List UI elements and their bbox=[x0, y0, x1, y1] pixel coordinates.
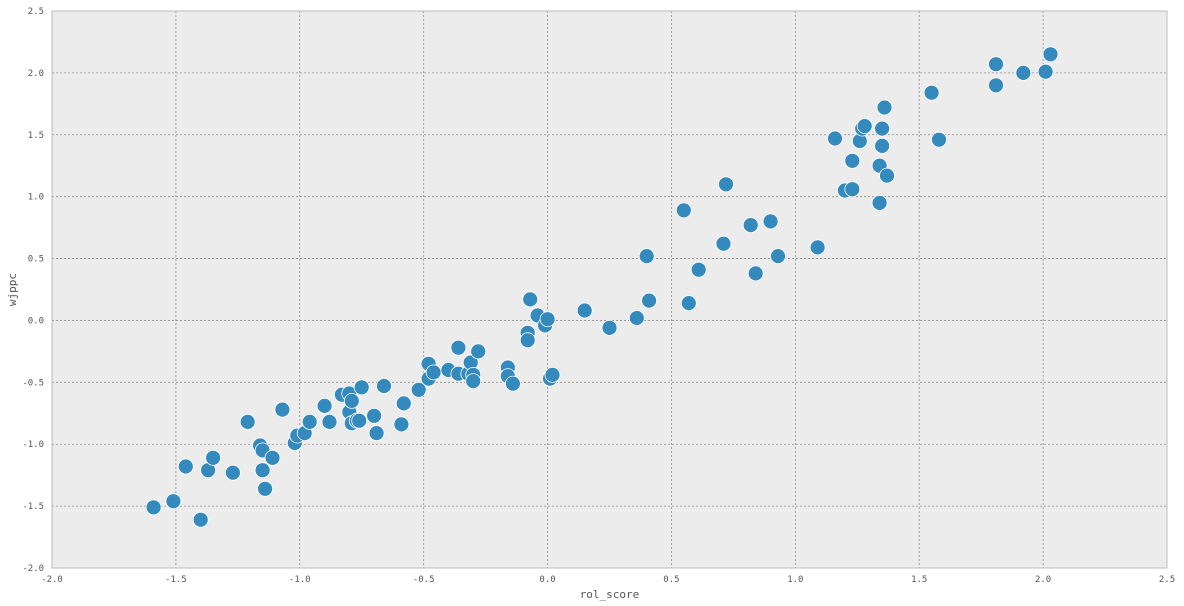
scatter-point bbox=[628, 310, 645, 326]
x-tick-label: -1.0 bbox=[289, 575, 311, 585]
data-points bbox=[145, 46, 1059, 528]
scatter-point bbox=[718, 176, 734, 193]
x-tick-label: 0.0 bbox=[539, 575, 555, 585]
x-tick-label: -2.0 bbox=[41, 575, 63, 585]
scatter-point bbox=[505, 375, 521, 392]
x-tick-label: -1.5 bbox=[165, 575, 187, 585]
scatter-point bbox=[544, 366, 561, 383]
y-tick-label: -2.0 bbox=[22, 564, 44, 574]
y-tick-label: 1.0 bbox=[28, 193, 44, 203]
scatter-point bbox=[343, 392, 360, 409]
scatter-point bbox=[770, 248, 786, 265]
scatter-point bbox=[690, 261, 707, 278]
scatter-point bbox=[465, 373, 482, 390]
scatter-point bbox=[1042, 46, 1059, 63]
scatter-point bbox=[410, 381, 427, 398]
scatter-point bbox=[450, 339, 467, 356]
scatter-point bbox=[856, 118, 873, 134]
scatter-point bbox=[353, 379, 370, 396]
scatter-point bbox=[274, 401, 291, 418]
scatter-point bbox=[376, 378, 392, 394]
scatter-point bbox=[254, 462, 271, 479]
scatter-point bbox=[576, 302, 593, 319]
x-tick-label: 0.5 bbox=[663, 575, 679, 585]
scatter-point bbox=[224, 464, 241, 481]
plot-frame bbox=[51, 10, 1168, 569]
scatter-point bbox=[301, 413, 318, 430]
y-tick-label: -1.0 bbox=[22, 440, 44, 450]
scatter-point bbox=[522, 291, 539, 308]
scatter-point bbox=[931, 131, 947, 148]
scatter-point bbox=[675, 202, 692, 219]
scatter-point bbox=[519, 332, 536, 349]
scatter-point bbox=[988, 77, 1004, 94]
scatter-point bbox=[638, 248, 655, 265]
x-tick-label: 2.5 bbox=[1159, 575, 1175, 585]
scatter-point bbox=[264, 449, 281, 466]
scatter-point bbox=[641, 292, 657, 309]
scatter-point bbox=[177, 458, 194, 475]
x-tick-label: -0.5 bbox=[413, 575, 435, 585]
scatter-point bbox=[827, 130, 843, 147]
scatter-point bbox=[876, 99, 893, 116]
plot-area bbox=[52, 11, 1167, 568]
scatter-point bbox=[871, 194, 888, 211]
scatter-point bbox=[539, 311, 556, 328]
grid-lines bbox=[52, 11, 1167, 568]
scatter-point bbox=[1015, 65, 1032, 81]
scatter-point bbox=[879, 167, 895, 184]
x-tick-labels: -2.0 -1.5 -1.0 -0.5 0.0 0.5 1.0 1.5 2.0 2.5 bbox=[41, 575, 1175, 585]
scatter-point bbox=[747, 265, 764, 282]
scatter-point bbox=[809, 239, 826, 256]
scatter-point bbox=[874, 137, 890, 154]
scatter-point bbox=[988, 56, 1004, 73]
scatter-point bbox=[366, 407, 383, 424]
scatter-point bbox=[395, 395, 412, 412]
scatter-point bbox=[425, 364, 442, 381]
y-tick-label: 0.5 bbox=[28, 255, 44, 265]
scatter-point bbox=[470, 343, 487, 360]
scatter-point bbox=[1037, 63, 1054, 80]
scatter-point bbox=[393, 416, 410, 433]
scatter-point bbox=[762, 213, 779, 230]
scatter-point bbox=[165, 493, 182, 510]
scatter-point bbox=[316, 397, 333, 414]
y-tick-label: 2.5 bbox=[28, 7, 44, 17]
y-tick-label: -1.5 bbox=[22, 502, 44, 512]
x-tick-label: 2.0 bbox=[1035, 575, 1051, 585]
scatter-point bbox=[680, 295, 697, 312]
scatter-point bbox=[239, 413, 256, 430]
scatter-point bbox=[601, 319, 618, 336]
y-tick-label: -0.5 bbox=[22, 378, 44, 388]
scatter-point bbox=[844, 152, 861, 169]
y-axis-label: wjppc bbox=[6, 273, 19, 306]
x-axis-label: rol_score bbox=[580, 588, 640, 601]
scatter-point bbox=[145, 499, 162, 516]
scatter-point bbox=[715, 235, 732, 252]
scatter-point bbox=[844, 181, 861, 198]
y-tick-label: 2.0 bbox=[28, 69, 44, 79]
y-tick-label: 0.0 bbox=[28, 316, 44, 326]
x-tick-label: 1.5 bbox=[911, 575, 927, 585]
y-tick-label: 1.5 bbox=[28, 131, 44, 141]
scatter-point bbox=[192, 511, 209, 528]
scatter-point bbox=[257, 480, 274, 497]
y-tick-labels: -2.0 -1.5 -1.0 -0.5 0.0 0.5 1.0 1.5 2.0 2.5 bbox=[22, 7, 44, 574]
scatter-point bbox=[742, 217, 759, 234]
scatter-point bbox=[874, 120, 890, 137]
x-tick-label: 1.0 bbox=[787, 575, 803, 585]
scatter-point bbox=[923, 84, 940, 101]
scatter-point bbox=[321, 413, 338, 430]
scatter-point bbox=[368, 425, 385, 442]
scatter-point bbox=[205, 449, 222, 466]
scatter-point bbox=[351, 412, 368, 429]
